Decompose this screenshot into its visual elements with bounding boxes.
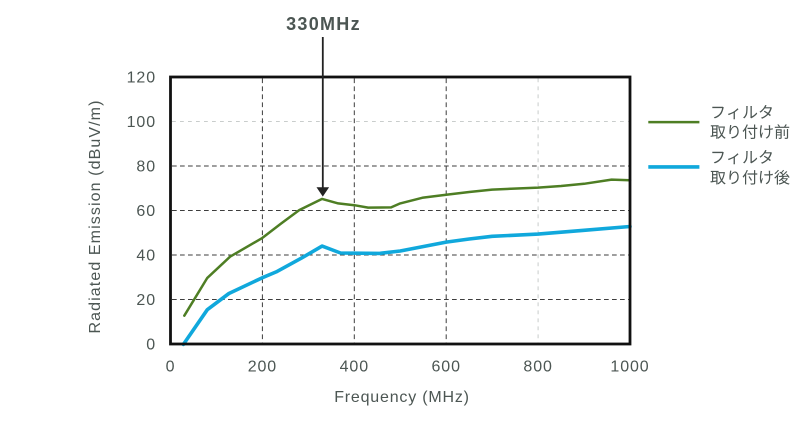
svg-text:120: 120	[127, 70, 156, 87]
svg-text:0: 0	[146, 337, 156, 354]
svg-text:40: 40	[136, 248, 156, 265]
svg-text:100: 100	[127, 114, 156, 131]
svg-text:200: 200	[248, 359, 277, 376]
svg-text:Radiated Emission (dBuV/m): Radiated Emission (dBuV/m)	[87, 99, 104, 333]
svg-text:Frequency (MHz): Frequency (MHz)	[334, 389, 470, 406]
svg-text:330MHz: 330MHz	[286, 14, 361, 34]
svg-text:1000: 1000	[610, 359, 649, 376]
svg-text:0: 0	[166, 359, 176, 376]
svg-text:60: 60	[136, 203, 156, 220]
svg-text:600: 600	[431, 359, 460, 376]
svg-text:800: 800	[523, 359, 552, 376]
svg-text:80: 80	[136, 159, 156, 176]
svg-text:400: 400	[340, 359, 369, 376]
svg-text:20: 20	[136, 292, 156, 309]
